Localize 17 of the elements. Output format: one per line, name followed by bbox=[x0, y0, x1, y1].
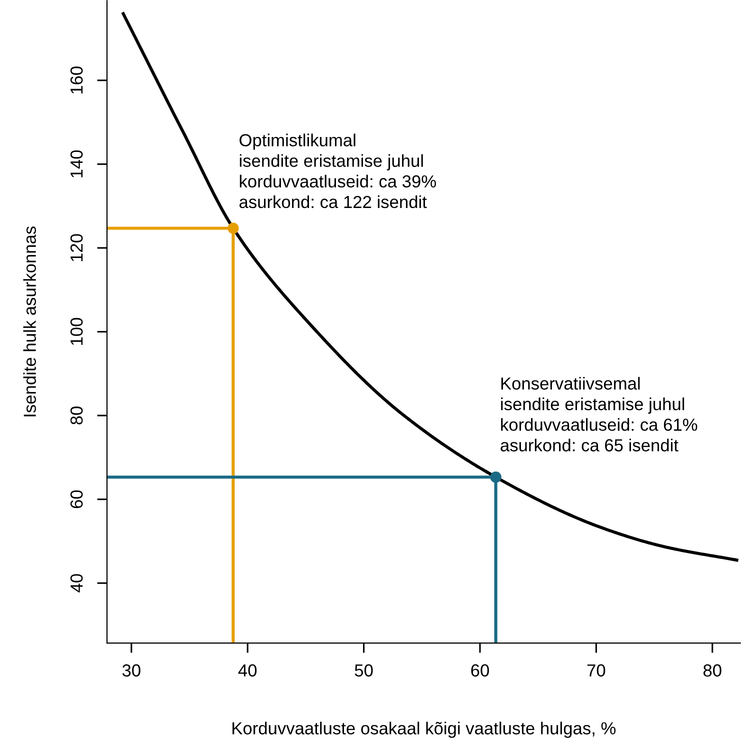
annotation: Konservatiivsemal isendite eristamise juhul korduvvaatluseid: ca 61% asurkond: ca 65 isendit bbox=[500, 376, 698, 452]
x-axis-title: Korduvvaatluste osakaal kõigi vaatluste hulgas, % bbox=[232, 722, 616, 738]
y-tick-label: 140 bbox=[70, 150, 83, 178]
annotation: Optimistlikumal isendite eristamise juhul korduvvaatluseid: ca 39% asurkond: ca 122 isendit bbox=[239, 134, 436, 208]
y-tick-label: 160 bbox=[70, 66, 83, 94]
y-tick-label: 100 bbox=[70, 318, 83, 345]
x-tick-label: 60 bbox=[471, 664, 489, 677]
x-tick-label: 30 bbox=[122, 664, 140, 677]
y-tick-label: 40 bbox=[70, 574, 83, 592]
x-tick-label: 80 bbox=[703, 664, 722, 677]
x-tick-label: 70 bbox=[587, 664, 606, 677]
x-tick-label: 40 bbox=[238, 664, 257, 677]
y-tick-label: 60 bbox=[70, 490, 83, 508]
y-tick-label: 80 bbox=[70, 406, 83, 424]
y-tick-label: 120 bbox=[70, 234, 83, 262]
x-tick-label: 50 bbox=[354, 664, 373, 677]
y-axis-title: Isendite hulk asurkonnas bbox=[23, 226, 36, 416]
